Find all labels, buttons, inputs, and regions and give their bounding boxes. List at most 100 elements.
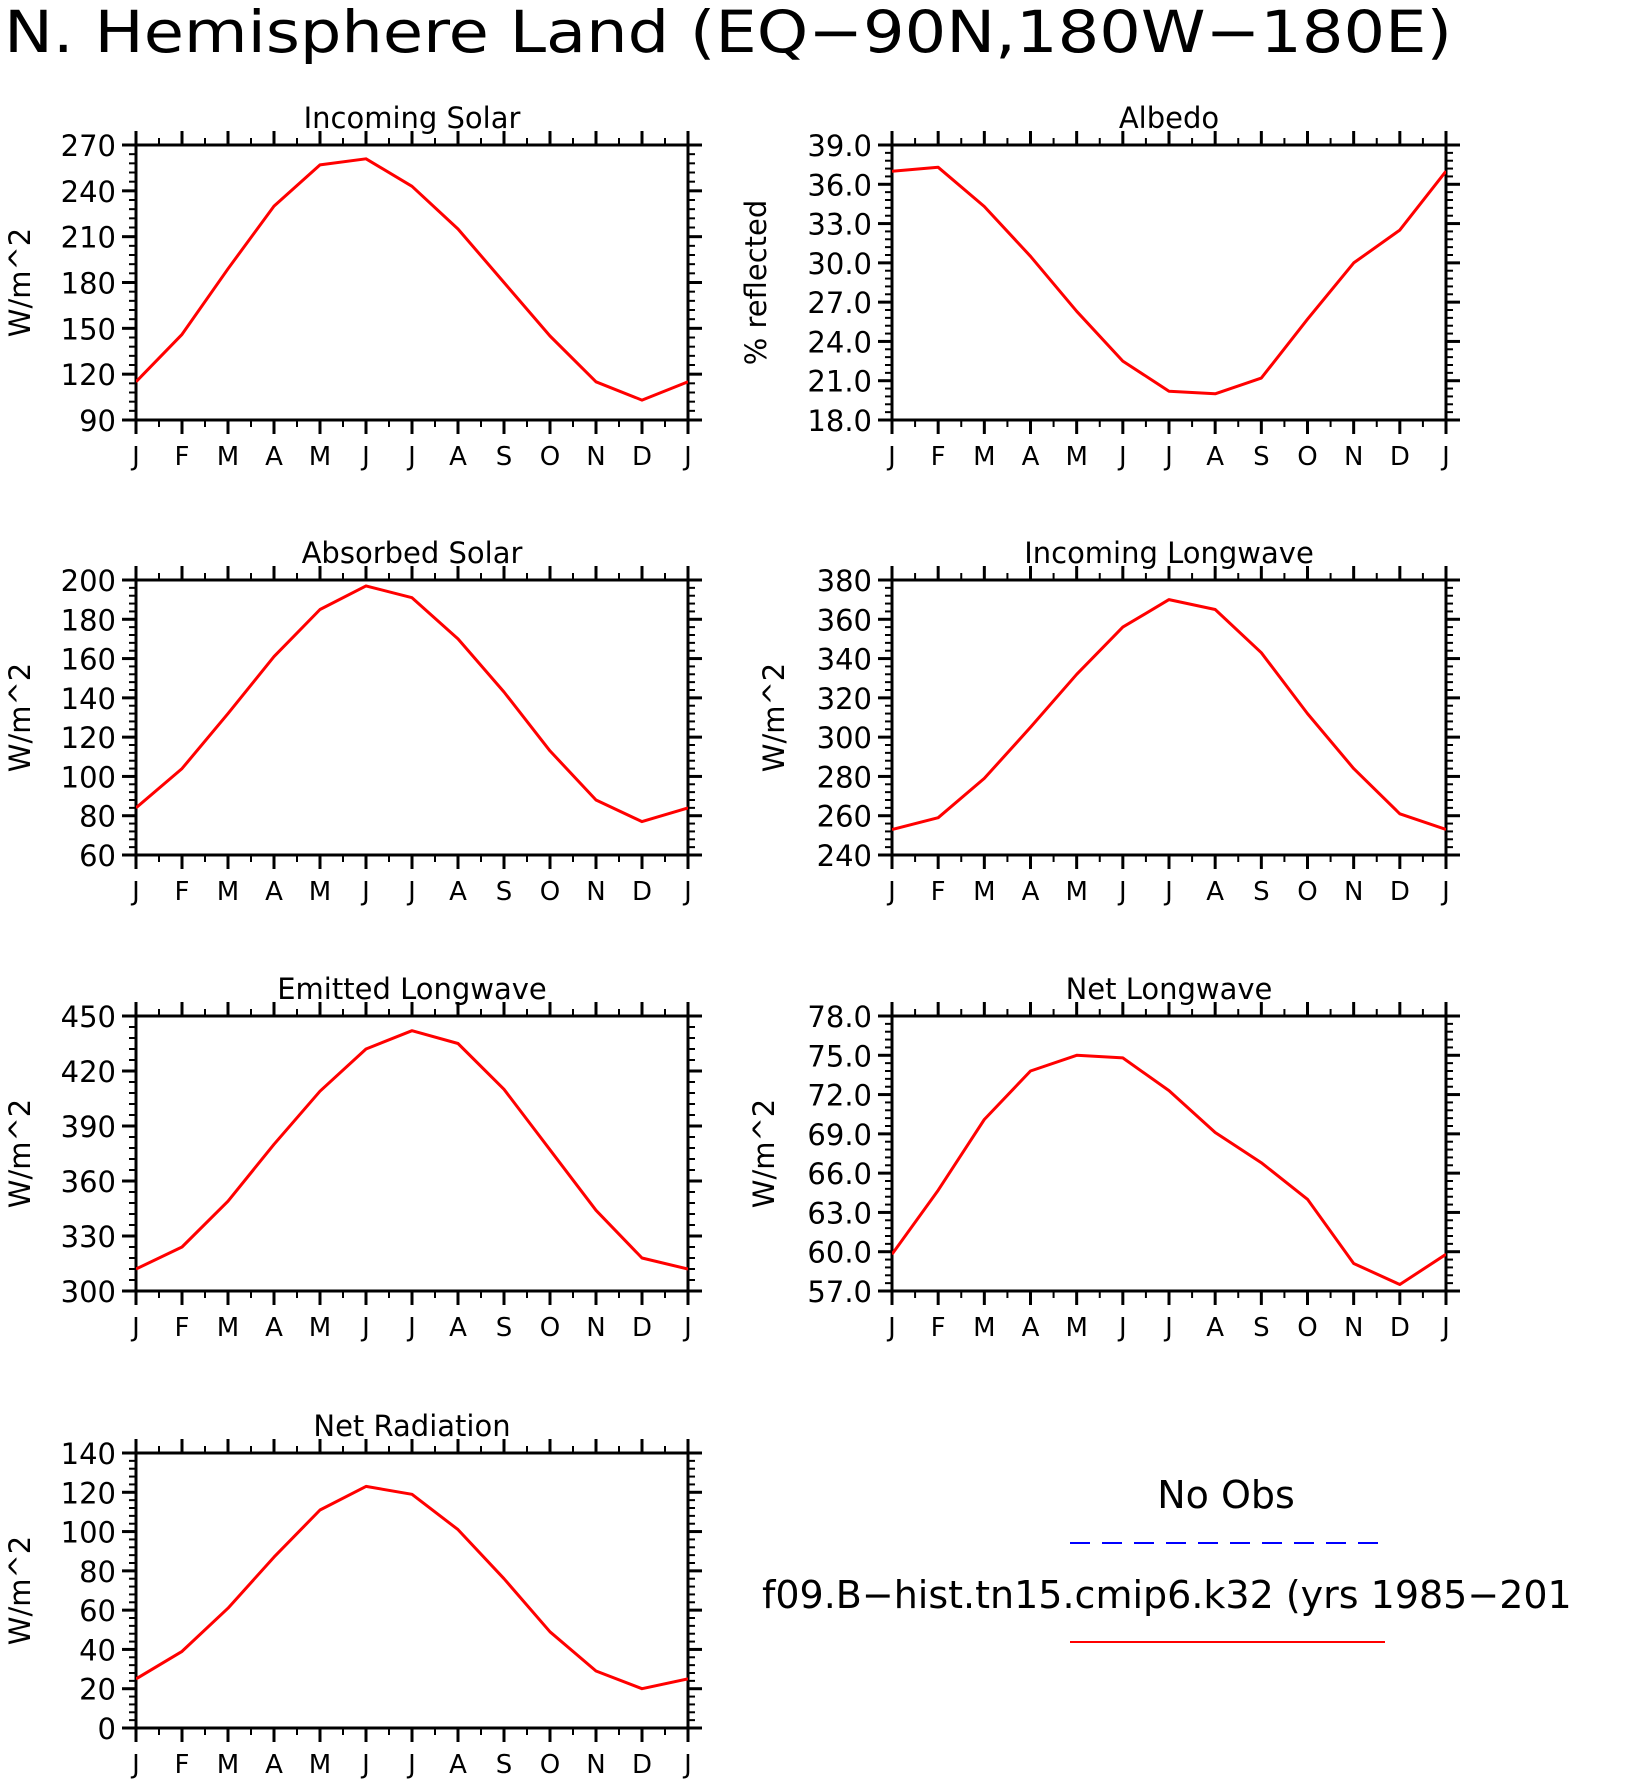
x-tick-label: J [360, 1750, 370, 1780]
x-tick-label: M [973, 442, 995, 472]
x-tick-label: M [309, 442, 331, 472]
y-tick-label: 40 [79, 1633, 116, 1667]
x-tick-label: J [1117, 877, 1127, 907]
y-tick-label: 33.0 [807, 208, 872, 242]
y-tick-label: 120 [61, 1476, 116, 1510]
x-tick-label: A [1206, 877, 1224, 907]
x-tick-label: J [406, 442, 416, 472]
x-tick-label: M [1065, 1313, 1087, 1343]
x-tick-label: A [1022, 1313, 1040, 1343]
y-tick-label: 450 [61, 1000, 116, 1034]
y-tick-label: 150 [61, 312, 116, 346]
y-tick-label: 100 [61, 1516, 116, 1550]
y-tick-label: 180 [61, 603, 116, 637]
y-tick-label: 21.0 [807, 365, 872, 399]
x-tick-label: J [360, 442, 370, 472]
series-line [136, 157, 688, 402]
y-tick-label: 360 [61, 1165, 116, 1199]
x-tick-label: D [632, 1750, 652, 1780]
x-tick-label: A [1206, 442, 1224, 472]
y-tick-label: 320 [817, 682, 872, 716]
y-tick-label: 330 [61, 1220, 116, 1254]
y-tick-label: 72.0 [807, 1079, 872, 1113]
x-tick-label: F [175, 1313, 190, 1343]
x-tick-label: F [931, 1313, 946, 1343]
x-tick-label: N [586, 877, 605, 907]
chart-panel: J F M A M J J A S O N D J90120150180210240270Incomin… [3, 101, 702, 472]
x-tick-label: M [309, 1313, 331, 1343]
y-axis-label: W/m^2 [3, 1099, 37, 1208]
series-line [136, 584, 688, 824]
series-line [892, 598, 1446, 831]
y-tick-label: 60.0 [807, 1236, 872, 1270]
x-tick-label: J [406, 877, 416, 907]
y-tick-label: 380 [817, 564, 872, 598]
x-tick-label: A [449, 1313, 467, 1343]
y-axis-label: W/m^2 [747, 1099, 781, 1208]
plot-frame [134, 1014, 690, 1293]
x-tick-label: A [265, 877, 283, 907]
y-tick-label: 30.0 [807, 247, 872, 281]
panel-title: Net Radiation [313, 1409, 510, 1443]
x-tick-label: A [449, 877, 467, 907]
x-tick-label: J [130, 1750, 140, 1780]
x-tick-label: J [130, 877, 140, 907]
y-tick-label: 0 [98, 1712, 116, 1746]
x-tick-label: J [682, 442, 692, 472]
x-tick-label: M [973, 1313, 995, 1343]
x-tick-label: M [217, 1313, 239, 1343]
series-line [892, 165, 1446, 396]
y-tick-label: 27.0 [807, 286, 872, 320]
x-tick-label: O [540, 877, 560, 907]
x-tick-label: O [1297, 1313, 1317, 1343]
panel-title: Emitted Longwave [277, 972, 547, 1006]
y-tick-label: 120 [61, 358, 116, 392]
y-tick-label: 360 [817, 603, 872, 637]
panel-title: Albedo [1119, 101, 1219, 135]
x-tick-label: M [217, 877, 239, 907]
y-tick-label: 140 [61, 682, 116, 716]
series-line [136, 1484, 688, 1691]
x-tick-label: D [1390, 1313, 1410, 1343]
plot-frame [890, 578, 1448, 857]
x-tick-label: J [130, 1313, 140, 1343]
x-tick-label: M [309, 1750, 331, 1780]
x-tick-label: N [586, 1750, 605, 1780]
figure-title: N. Hemisphere Land (EQ−90N,180W−180E) [4, 0, 1452, 66]
x-tick-label: A [265, 442, 283, 472]
x-tick-label: J [1440, 1313, 1450, 1343]
y-tick-label: 39.0 [807, 129, 872, 163]
x-tick-label: O [1297, 877, 1317, 907]
x-tick-label: A [1206, 1313, 1224, 1343]
x-tick-label: S [496, 1750, 513, 1780]
x-tick-label: O [540, 1313, 560, 1343]
series-line [892, 1053, 1446, 1286]
y-tick-label: 69.0 [807, 1118, 872, 1152]
x-tick-label: O [540, 1750, 560, 1780]
y-tick-label: 240 [61, 175, 116, 209]
y-tick-label: 120 [61, 721, 116, 755]
chart-panels: J F M A M J J A S O N D J90120150180210240270Incomin… [3, 101, 1460, 1780]
x-tick-label: J [130, 442, 140, 472]
x-tick-label: M [1065, 877, 1087, 907]
x-tick-label: N [1344, 877, 1363, 907]
y-tick-label: 260 [817, 800, 872, 834]
y-tick-label: 270 [61, 129, 116, 163]
y-tick-label: 210 [61, 221, 116, 255]
x-tick-label: J [682, 1313, 692, 1343]
x-tick-label: F [175, 877, 190, 907]
y-tick-label: 160 [61, 643, 116, 677]
panel-title: Incoming Longwave [1024, 536, 1314, 570]
legend-model-label: f09.B−hist.tn15.cmip6.k32 (yrs 1985−201 [762, 1573, 1572, 1617]
x-tick-label: M [217, 1750, 239, 1780]
x-tick-label: D [632, 877, 652, 907]
x-tick-label: J [1440, 442, 1450, 472]
x-tick-label: N [586, 442, 605, 472]
legend: No Obs f09.B−hist.tn15.cmip6.k32 (yrs 19… [762, 1473, 1572, 1643]
x-tick-label: F [931, 442, 946, 472]
y-tick-label: 78.0 [807, 1000, 872, 1034]
x-tick-label: N [1344, 1313, 1363, 1343]
y-axis-label: W/m^2 [3, 1536, 37, 1645]
